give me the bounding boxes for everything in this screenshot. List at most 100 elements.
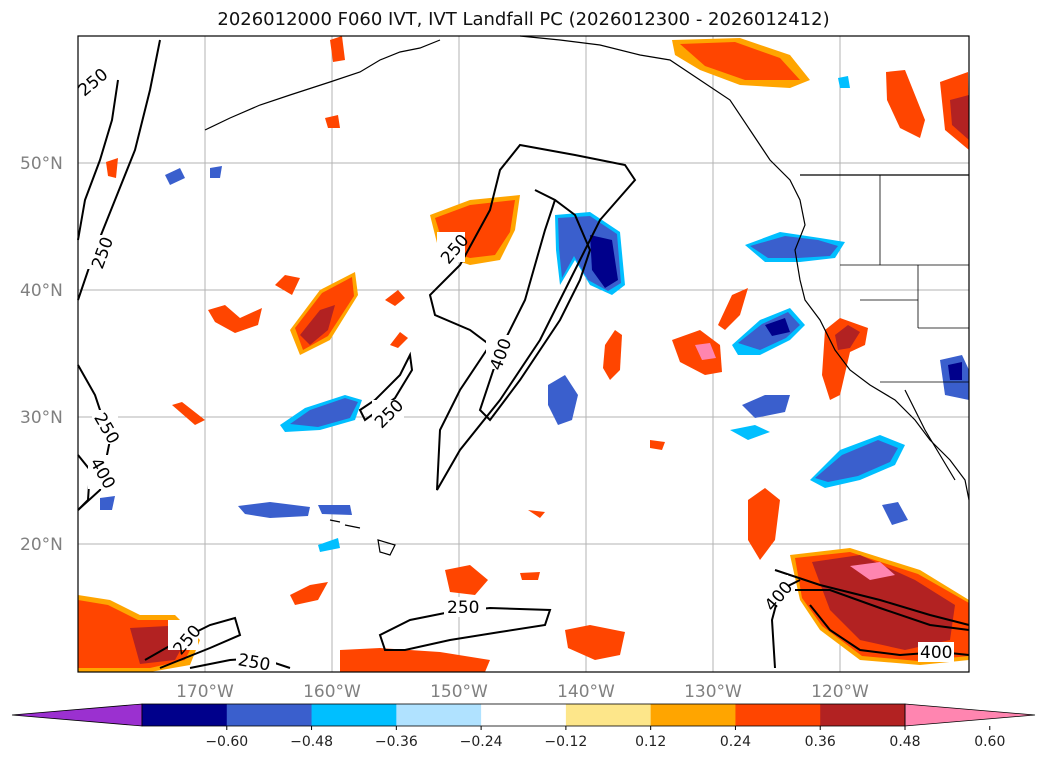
lon-label-130w: 130°W [684, 682, 742, 702]
shade-pos-bottom [340, 648, 490, 672]
colorbar-segment [820, 704, 906, 726]
colorbar-segment [650, 704, 736, 726]
shade-neg-e2-max [765, 318, 790, 336]
shade-pos-north-2 [325, 115, 340, 128]
shade-neg-w5 [100, 496, 115, 510]
colorbar-segment [311, 704, 397, 726]
shade-neg-w4 [318, 538, 340, 552]
contour-400-se [795, 589, 970, 631]
contour-label: 400 [920, 643, 952, 663]
shade-neg-e7 [882, 502, 908, 525]
lon-label-170w: 170°W [176, 682, 234, 702]
contour-label: 250 [447, 598, 479, 618]
shade-pos-w3 [208, 305, 262, 333]
contour-250-s [378, 606, 552, 651]
map-frame [77, 35, 970, 673]
colorbar-segment [735, 704, 821, 726]
shade-pos-coast-core [835, 325, 860, 350]
colorbar-tick-label: 0.36 [805, 734, 836, 750]
colorbar-extend-max [904, 703, 1036, 727]
colorbar-tick-label: −0.60 [205, 734, 248, 750]
shade-pos-s3 [290, 582, 328, 605]
shade-neg-e1-core [750, 236, 838, 258]
colorbar-segment [481, 704, 567, 726]
colorbar-segment [396, 704, 482, 726]
shade-pos-w2 [275, 275, 300, 295]
shade-pos-canada-east-core [950, 95, 969, 140]
colorbar-tick-label: −0.36 [375, 734, 418, 750]
coastlines [204, 35, 970, 556]
shade-pos-w5 [390, 332, 408, 348]
shade-pos-canada [886, 70, 925, 138]
shade-pos-s1 [748, 488, 780, 560]
contour-250-se-b [774, 569, 970, 626]
shade-neg-e5-core [948, 362, 962, 380]
shade-pos-north [330, 36, 345, 62]
lon-labels: 170°W 160°W 150°W 140°W 130°W 120°W [176, 682, 869, 702]
shade-pos-far-w [106, 158, 118, 178]
colorbar-tick-label: −0.48 [290, 734, 333, 750]
shade-neg-e4-core [815, 440, 898, 482]
shade-neg-c2 [548, 375, 578, 425]
shade-pos-alaska-core [680, 42, 800, 80]
lat-label-30n: 30°N [20, 408, 63, 428]
contour-labels: 250 250 400 400 250 250 400 250 250 250 … [75, 65, 954, 676]
colorbar-segment [565, 704, 652, 726]
shade-pos-s7 [650, 440, 665, 450]
colorbar-frame [141, 703, 906, 727]
coast-baja [904, 389, 956, 481]
shade-pos-coast [822, 318, 868, 400]
shade-neg-w1-core [290, 398, 358, 427]
coast-north-america [519, 35, 970, 501]
contour-250-center [428, 143, 637, 491]
colorbar-tick-label: −0.24 [460, 734, 503, 750]
contour-400-center [478, 189, 592, 422]
colorbar: −0.60 −0.48 −0.36 −0.24 −0.12 0.12 0.24 0.36 0.4… [11, 703, 1036, 750]
lon-label-150w: 150°W [430, 682, 488, 702]
lat-labels: 50°N 40°N 30°N 20°N [20, 154, 63, 555]
shade-pos-c2-max [695, 343, 716, 360]
state-borders [840, 175, 969, 329]
colorbar-tick-label: 0.12 [635, 734, 666, 750]
shade-neg-center-core [590, 235, 618, 288]
shade-pos-w4 [385, 290, 405, 306]
colorbar-ticks: −0.60 −0.48 −0.36 −0.24 −0.12 0.12 0.24 0.36 0.4… [205, 726, 1005, 750]
shade-pos-s2 [445, 565, 488, 595]
graticule [78, 36, 969, 672]
colorbar-tick-label: 0.24 [720, 734, 751, 750]
shade-neg-nw2 [210, 166, 222, 178]
colorbar-segment [226, 704, 313, 726]
shade-neg-w2 [238, 502, 310, 518]
contour-250-center-b [358, 351, 414, 422]
lon-label-120w: 120°W [811, 682, 869, 702]
shade-pos-c1 [603, 330, 622, 380]
colorbar-tick-label: 0.48 [889, 734, 920, 750]
colorbar-tick-label: −0.12 [544, 734, 587, 750]
colorbar-segment [142, 704, 228, 726]
lon-label-160w: 160°W [303, 682, 361, 702]
shade-pos-w1-max [300, 305, 335, 345]
shade-pos-s6 [528, 510, 545, 518]
shade-pos-c2 [672, 330, 722, 375]
lat-label-20n: 20°N [20, 535, 63, 555]
map-title: 2026012000 F060 IVT, IVT Landfall PC (20… [217, 9, 830, 30]
ivt-pc-negative [100, 76, 969, 552]
shade-pos-s4 [565, 625, 625, 660]
colorbar-extend-min [11, 703, 143, 727]
shade-neg-w3 [318, 505, 352, 515]
coast-alaska-peninsula [204, 39, 441, 131]
shade-neg-e6 [730, 425, 770, 440]
lon-label-140w: 140°W [557, 682, 615, 702]
shade-pos-s5 [520, 572, 540, 580]
shade-neg-e3 [742, 395, 790, 418]
colorbar-segments [11, 703, 1036, 727]
shade-neg-n1 [838, 76, 850, 88]
colorbar-tick-label: 0.60 [974, 734, 1005, 750]
shade-pos-se-max [850, 562, 895, 580]
shade-pos-c3 [718, 288, 748, 330]
lat-label-40n: 40°N [20, 281, 63, 301]
hawaii [329, 519, 396, 556]
shade-pos-se-core [812, 555, 955, 650]
map-panel: 250 250 400 400 250 250 400 250 250 250 … [75, 35, 970, 676]
